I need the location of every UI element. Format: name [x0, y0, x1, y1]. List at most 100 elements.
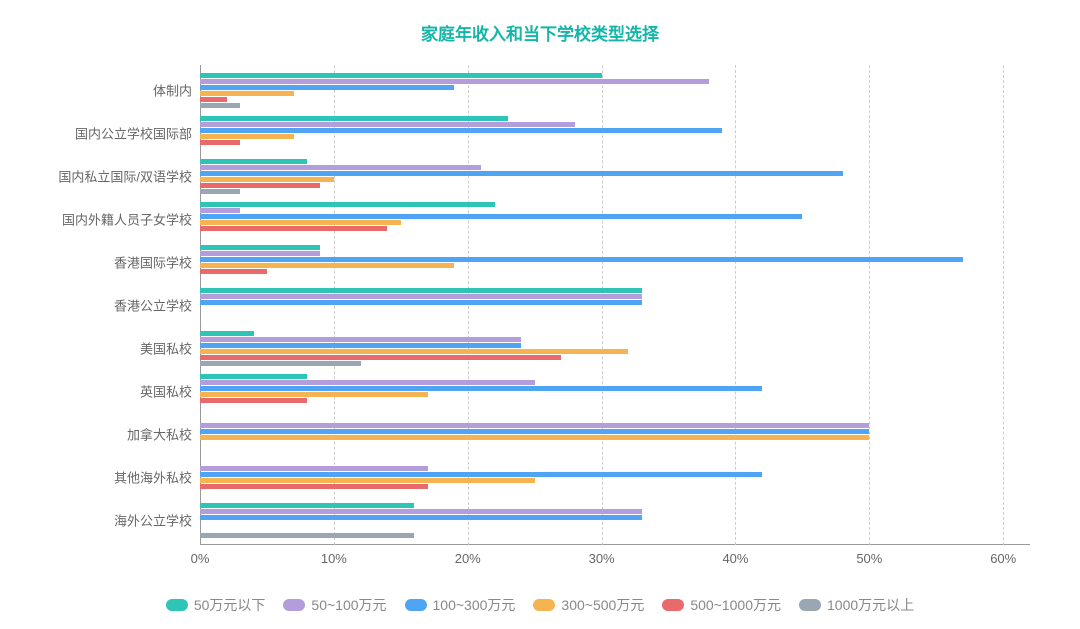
bar: [200, 361, 361, 366]
legend-swatch: [283, 599, 305, 611]
category-group: [200, 159, 1030, 194]
y-tick-label: 加拿大私校: [127, 425, 200, 444]
category-group: [200, 374, 1030, 409]
y-tick-label: 英国私校: [140, 382, 200, 401]
bar: [200, 269, 267, 274]
bar: [200, 91, 294, 96]
bar: [200, 509, 642, 514]
y-tick-label: 体制内: [153, 81, 200, 100]
chart-root: 家庭年收入和当下学校类型选择 0%10%20%30%40%50%60%体制内国内…: [0, 0, 1080, 629]
bar: [200, 392, 428, 397]
legend-label: 1000万元以上: [827, 595, 914, 615]
chart-title: 家庭年收入和当下学校类型选择: [0, 20, 1080, 45]
legend: 50万元以下 50~100万元 100~300万元 300~500万元 500~1000…: [0, 595, 1080, 615]
bar: [200, 79, 709, 84]
bar: [200, 202, 495, 207]
bar: [200, 380, 535, 385]
bar: [200, 97, 227, 102]
bar: [200, 220, 401, 225]
category-group: [200, 460, 1030, 495]
x-tick-label: 40%: [722, 545, 748, 566]
bar: [200, 300, 642, 305]
x-tick-label: 20%: [455, 545, 481, 566]
bar: [200, 189, 240, 194]
bar: [200, 429, 869, 434]
bar: [200, 331, 254, 336]
bar: [200, 398, 307, 403]
legend-label: 100~300万元: [433, 595, 516, 615]
bar: [200, 294, 642, 299]
bar: [200, 288, 642, 293]
bar: [200, 478, 535, 483]
category-group: [200, 503, 1030, 538]
y-tick-label: 香港公立学校: [114, 296, 200, 315]
y-tick-label: 海外公立学校: [114, 511, 200, 530]
y-tick-label: 美国私校: [140, 339, 200, 358]
bar: [200, 171, 843, 176]
bar: [200, 355, 561, 360]
bar: [200, 214, 802, 219]
legend-item: 500~1000万元: [662, 595, 781, 615]
bar: [200, 257, 963, 262]
bar: [200, 134, 294, 139]
bar: [200, 245, 320, 250]
legend-swatch: [662, 599, 684, 611]
bar: [200, 140, 240, 145]
legend-item: 1000万元以上: [799, 595, 914, 615]
y-tick-label: 国内公立学校国际部: [75, 124, 200, 143]
x-tick-label: 30%: [589, 545, 615, 566]
bar: [200, 183, 320, 188]
y-tick-label: 国内私立国际/双语学校: [58, 167, 200, 186]
bar: [200, 165, 481, 170]
category-group: [200, 245, 1030, 280]
bar: [200, 116, 508, 121]
bar: [200, 337, 521, 342]
x-tick-label: 0%: [191, 545, 210, 566]
legend-item: 300~500万元: [533, 595, 644, 615]
bar: [200, 484, 428, 489]
x-tick-label: 10%: [321, 545, 347, 566]
bar: [200, 466, 428, 471]
legend-item: 50万元以下: [166, 595, 266, 615]
y-tick-label: 其他海外私校: [114, 468, 200, 487]
legend-label: 50万元以下: [194, 595, 266, 615]
bar: [200, 435, 869, 440]
legend-label: 300~500万元: [561, 595, 644, 615]
category-group: [200, 73, 1030, 108]
x-tick-label: 60%: [990, 545, 1016, 566]
bar: [200, 343, 521, 348]
bar: [200, 374, 307, 379]
category-group: [200, 116, 1030, 151]
category-group: [200, 417, 1030, 452]
bar: [200, 85, 454, 90]
plot-area: 0%10%20%30%40%50%60%体制内国内公立学校国际部国内私立国际/双…: [200, 65, 1030, 545]
bar: [200, 122, 575, 127]
bar: [200, 503, 414, 508]
legend-label: 50~100万元: [311, 595, 386, 615]
bar: [200, 386, 762, 391]
legend-swatch: [799, 599, 821, 611]
bar: [200, 472, 762, 477]
bar: [200, 349, 628, 354]
bar: [200, 423, 869, 428]
y-tick-label: 香港国际学校: [114, 253, 200, 272]
legend-swatch: [533, 599, 555, 611]
legend-item: 100~300万元: [405, 595, 516, 615]
bar: [200, 263, 454, 268]
x-tick-label: 50%: [856, 545, 882, 566]
bar: [200, 533, 414, 538]
bar: [200, 208, 240, 213]
bar: [200, 73, 602, 78]
legend-swatch: [405, 599, 427, 611]
bar: [200, 177, 334, 182]
category-group: [200, 202, 1030, 237]
bar: [200, 226, 387, 231]
y-tick-label: 国内外籍人员子女学校: [62, 210, 200, 229]
legend-label: 500~1000万元: [690, 595, 781, 615]
bar: [200, 159, 307, 164]
category-group: [200, 331, 1030, 366]
bar: [200, 128, 722, 133]
bar: [200, 515, 642, 520]
legend-item: 50~100万元: [283, 595, 386, 615]
bar: [200, 251, 320, 256]
